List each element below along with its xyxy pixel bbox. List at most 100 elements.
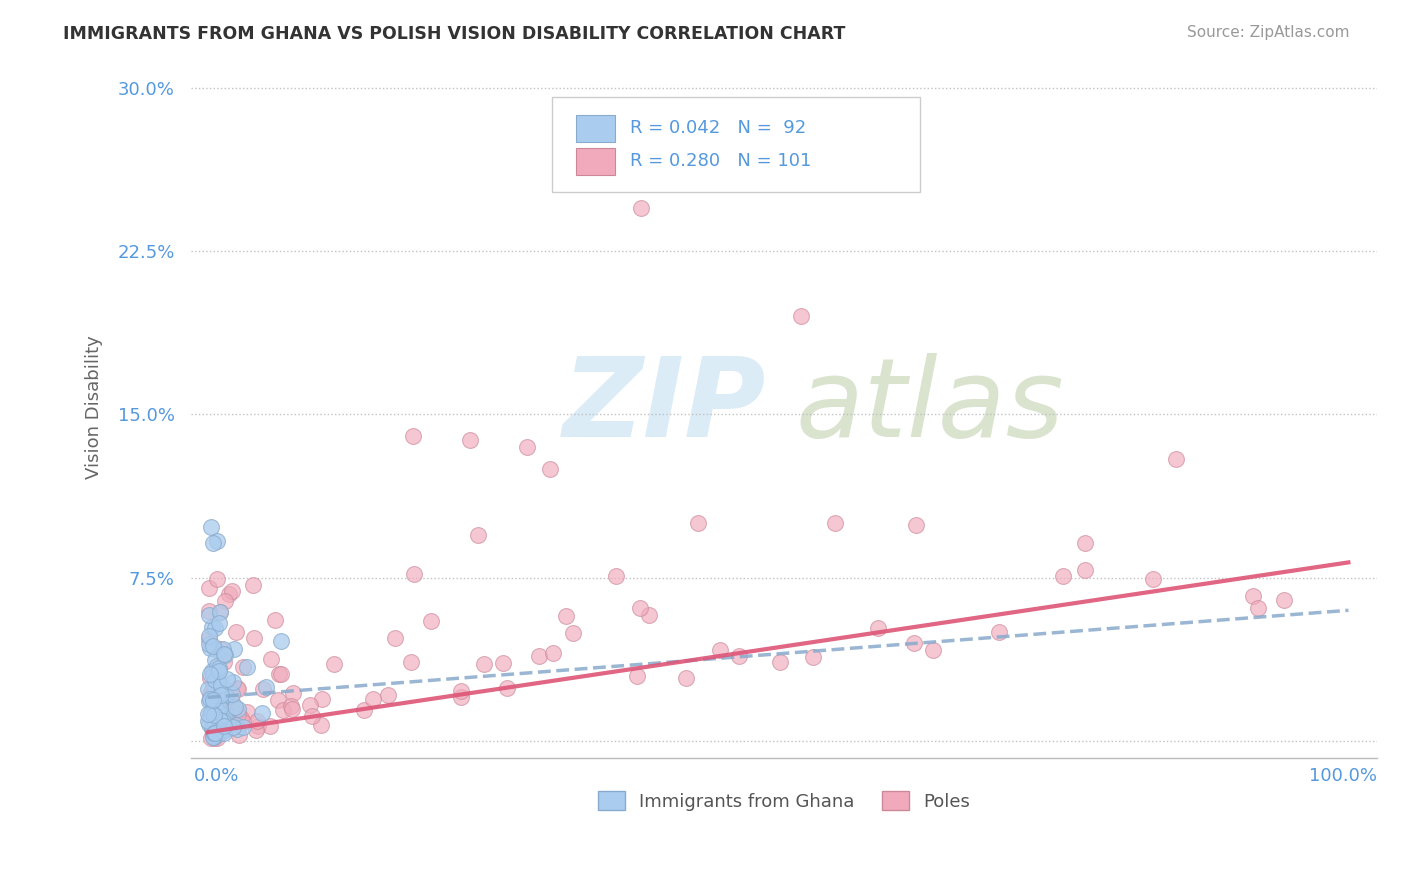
Point [200, 705, 222, 719]
Point [204, 728, 226, 742]
Point [217, 672, 239, 686]
Point [361, 692, 384, 706]
Point [628, 600, 651, 615]
Point [630, 201, 652, 215]
Point [543, 646, 565, 660]
Point [207, 713, 229, 727]
Point [198, 672, 221, 686]
Point [208, 721, 231, 735]
Point [222, 674, 245, 689]
Point [250, 706, 273, 721]
Point [200, 706, 222, 720]
Point [516, 440, 538, 454]
Point [252, 681, 274, 696]
Point [269, 666, 291, 681]
Point [222, 701, 245, 715]
Point [207, 726, 229, 740]
Point [309, 717, 332, 731]
Text: 0.0%: 0.0% [194, 767, 239, 785]
Point [218, 714, 240, 728]
Point [688, 516, 710, 531]
Point [201, 697, 224, 711]
Point [197, 681, 219, 696]
Point [271, 703, 294, 717]
Point [353, 703, 375, 717]
Point [1247, 601, 1270, 615]
Text: atlas: atlas [796, 353, 1064, 460]
Point [458, 434, 481, 448]
Point [205, 731, 228, 745]
Point [801, 650, 824, 665]
Point [205, 723, 228, 737]
Point [197, 714, 219, 728]
Point [988, 624, 1011, 639]
Point [198, 632, 221, 646]
Legend: Immigrants from Ghana, Poles: Immigrants from Ghana, Poles [592, 786, 976, 816]
Point [204, 653, 226, 667]
Point [198, 666, 221, 681]
Point [921, 643, 943, 657]
Point [538, 462, 561, 476]
Point [212, 725, 235, 739]
Point [198, 717, 221, 731]
Point [204, 680, 226, 694]
Point [212, 642, 235, 657]
Point [202, 725, 225, 739]
Point [222, 720, 245, 734]
Point [270, 634, 292, 648]
Point [197, 707, 219, 722]
Point [205, 697, 228, 711]
Point [198, 629, 221, 643]
Point [204, 673, 226, 687]
Point [209, 686, 232, 700]
Point [229, 711, 252, 725]
Point [247, 719, 270, 733]
Point [299, 698, 322, 713]
Point [200, 710, 222, 724]
Point [675, 671, 697, 685]
Point [204, 642, 226, 657]
Point [626, 669, 648, 683]
Text: R = 0.280   N = 101: R = 0.280 N = 101 [630, 153, 811, 170]
Y-axis label: Vision Disability: Vision Disability [86, 334, 103, 479]
Point [638, 607, 661, 622]
Point [201, 536, 224, 550]
Point [214, 648, 236, 663]
Point [270, 666, 292, 681]
Point [202, 731, 225, 745]
Point [204, 707, 226, 722]
Point [554, 609, 576, 624]
Point [605, 569, 627, 583]
Point [209, 641, 232, 656]
Point [280, 702, 302, 716]
Point [903, 635, 925, 649]
Point [208, 665, 231, 679]
Point [208, 661, 231, 675]
Point [208, 615, 231, 630]
Point [1164, 452, 1187, 467]
Point [225, 717, 247, 731]
Point [226, 706, 249, 721]
Point [232, 660, 254, 674]
Point [1272, 593, 1295, 607]
Point [1074, 536, 1097, 550]
Point [212, 708, 235, 723]
FancyBboxPatch shape [576, 115, 616, 142]
Point [204, 726, 226, 740]
Point [402, 429, 425, 443]
Point [207, 710, 229, 724]
Point [225, 681, 247, 695]
Point [301, 709, 323, 723]
Point [267, 692, 290, 706]
Point [209, 714, 232, 728]
Point [226, 682, 249, 697]
Point [214, 688, 236, 702]
Point [214, 723, 236, 737]
Point [1142, 572, 1164, 586]
Point [214, 688, 236, 702]
Text: Source: ZipAtlas.com: Source: ZipAtlas.com [1187, 25, 1350, 40]
Point [225, 624, 247, 639]
Point [236, 660, 259, 674]
Point [450, 690, 472, 704]
Point [198, 637, 221, 651]
